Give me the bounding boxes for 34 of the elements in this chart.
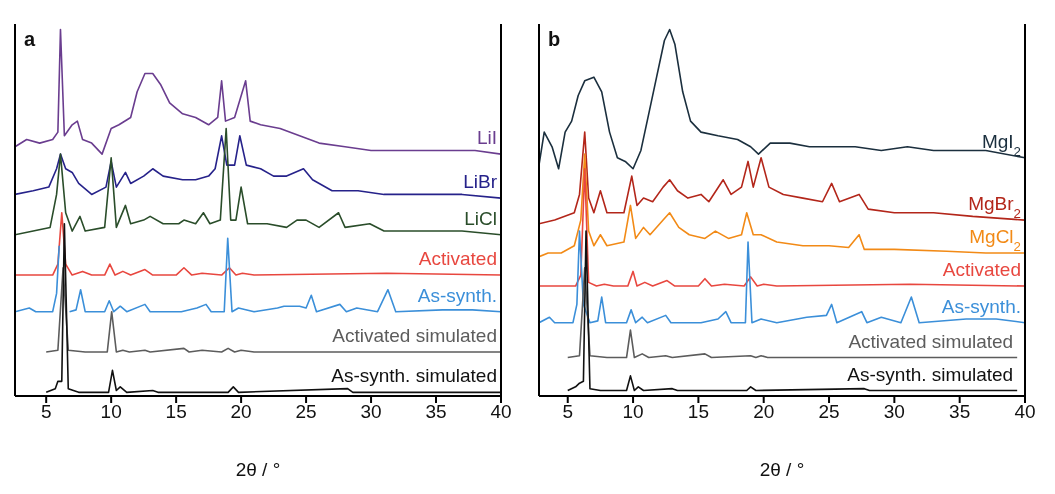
series-label: LiBr [463,171,498,193]
series-label: As-synth. [941,295,1021,317]
series-label: Activated [942,259,1021,281]
x-axis-title: 2θ / ° [235,459,281,480]
series-label: Activated simulated [332,325,497,347]
x-tick-label: 5 [562,401,574,423]
series-label: MgCl$_{2}$ [969,226,1021,254]
series-label: As-synth. simulated [847,363,1014,385]
x-tick-label: 10 [622,401,644,423]
x-tick-label: 40 [490,401,512,423]
x-axis-title: 2θ / ° [759,459,805,480]
series-label: As-synth. [417,284,497,306]
x-tick-label: 5 [40,401,52,423]
x-tick-label: 25 [818,401,840,423]
series-label: MgI$_{2}$ [981,130,1021,159]
series-label: As-synth. simulated [331,365,497,387]
series-label: MgBr$_{2}$ [968,193,1021,221]
series-label: LiI [476,127,497,149]
x-tick-label: 30 [883,401,905,423]
x-tick-label: 20 [230,401,252,423]
series-label: Activated simulated [848,330,1014,352]
chart-title: b [548,28,561,51]
x-tick-label: 15 [165,401,187,423]
x-tick-label: 10 [100,401,122,423]
x-tick-label: 35 [949,401,971,423]
x-tick-label: 15 [687,401,709,423]
chart-title: a [24,28,36,51]
x-tick-label: 25 [295,401,317,423]
x-tick-label: 35 [425,401,447,423]
series-label: Activated [418,248,497,270]
x-tick-label: 40 [1014,401,1036,423]
x-tick-label: 20 [753,401,775,423]
series-label: LiCl [464,207,497,229]
x-tick-label: 30 [360,401,382,423]
